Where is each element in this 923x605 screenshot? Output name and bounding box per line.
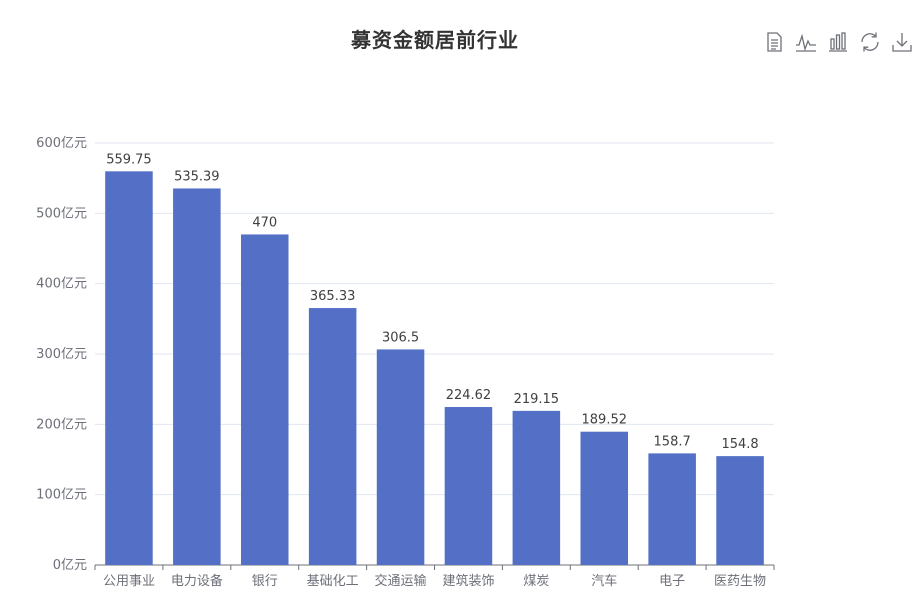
bar-chart-icon[interactable]: [826, 30, 850, 54]
bar: [240, 234, 289, 565]
toolbox: [762, 30, 914, 54]
x-tick-label: 电子: [659, 574, 685, 589]
y-tick-label: 600亿元: [36, 136, 87, 151]
x-tick-label: 银行: [252, 574, 278, 589]
bar: [512, 410, 561, 565]
data-label: 189.52: [582, 413, 628, 428]
data-label: 306.5: [382, 330, 419, 345]
bar: [716, 456, 764, 565]
y-tick-label: 400亿元: [36, 277, 87, 292]
y-tick-label: 100亿元: [36, 488, 87, 503]
y-tick-label: 500亿元: [36, 206, 87, 221]
y-tick-label: 0亿元: [53, 558, 87, 573]
data-label: 224.62: [446, 388, 492, 403]
x-tick-label: 公用事业: [103, 574, 155, 589]
bar: [444, 407, 493, 565]
x-tick-label: 电力设备: [171, 573, 223, 589]
y-tick-label: 300亿元: [36, 347, 87, 362]
bar: [376, 349, 425, 565]
chart-title: 募资金额居前行业: [351, 28, 519, 52]
data-label: 559.75: [106, 152, 152, 167]
data-view-icon[interactable]: [762, 30, 786, 54]
y-tick-label: 200亿元: [36, 417, 87, 432]
bar: [105, 171, 153, 565]
data-label: 470: [252, 215, 277, 230]
bar: [308, 308, 357, 565]
x-tick-label: 煤炭: [523, 574, 549, 589]
line-chart-icon[interactable]: [794, 30, 818, 54]
data-label: 535.39: [174, 169, 220, 184]
download-icon[interactable]: [890, 30, 914, 54]
bar: [580, 431, 629, 565]
data-label: 154.8: [721, 437, 758, 452]
data-label: 365.33: [310, 289, 356, 304]
x-tick-label: 交通运输: [375, 573, 427, 589]
x-tick-label: 医药生物: [714, 574, 766, 589]
x-tick-label: 建筑装饰: [442, 573, 494, 589]
x-tick-label: 基础化工: [307, 574, 359, 589]
data-label: 158.7: [654, 434, 691, 449]
x-tick-label: 汽车: [591, 573, 617, 589]
restore-icon[interactable]: [858, 30, 882, 54]
data-label: 219.15: [514, 392, 560, 407]
bar: [173, 188, 221, 565]
bar: [648, 453, 696, 565]
